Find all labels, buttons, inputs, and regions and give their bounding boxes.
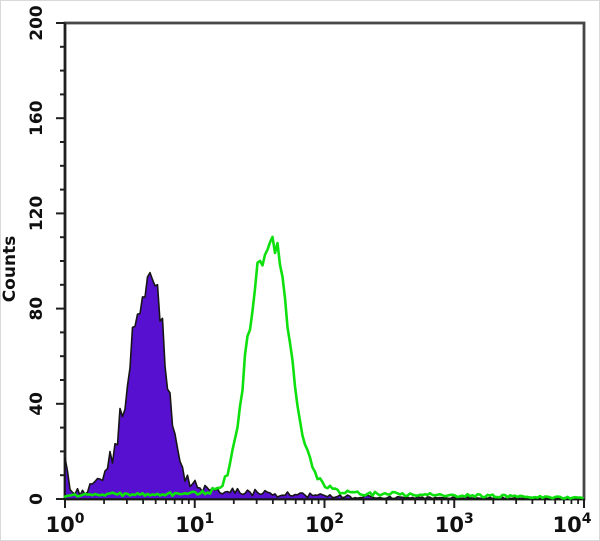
y-tick-label: 0: [27, 493, 47, 505]
x-tick-label: 103: [435, 511, 474, 537]
y-tick-label: 40: [27, 392, 47, 416]
y-tick-label: 160: [27, 100, 47, 136]
y-tick-label: 120: [27, 195, 47, 231]
y-axis-title: Counts: [1, 236, 20, 303]
y-tick-label: 200: [27, 5, 47, 41]
x-tick-label: 100: [46, 511, 85, 537]
x-tick-label: 104: [553, 511, 592, 537]
x-tick-label: 101: [175, 511, 214, 537]
series-negative-control-filled-purple: [64, 271, 585, 500]
series-stained-sample-open-green: [63, 235, 584, 500]
x-tick-label: 102: [305, 511, 344, 537]
y-tick-label: 80: [27, 297, 47, 321]
